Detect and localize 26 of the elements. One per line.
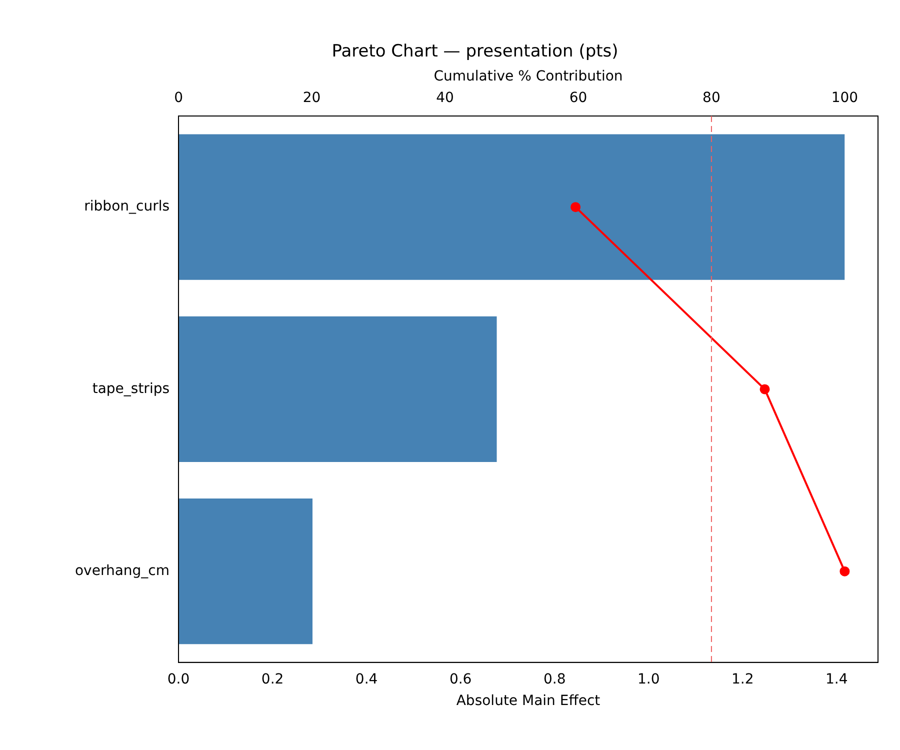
chart-title: Pareto Chart — presentation (pts) xyxy=(332,42,618,62)
bar xyxy=(178,316,497,462)
x-tick-label: 1.2 xyxy=(731,671,754,688)
x-tick-label: 0.6 xyxy=(449,671,472,688)
bar xyxy=(178,134,845,280)
x2-tick-label: 20 xyxy=(302,90,321,106)
x-tick-label: 0.0 xyxy=(167,671,190,688)
x2-tick-label: 60 xyxy=(569,90,588,106)
x-axis-title: Absolute Main Effect xyxy=(456,693,601,710)
x2-tick-label: 100 xyxy=(831,90,858,106)
y-tick-label: overhang_cm xyxy=(74,562,170,579)
x2-tick-label: 40 xyxy=(436,90,454,106)
x2-tick-label: 0 xyxy=(174,90,183,106)
x-tick-label: 1.4 xyxy=(826,671,848,688)
x2-axis-title: Cumulative % Contribution xyxy=(434,68,623,84)
x-tick-label: 0.2 xyxy=(261,671,284,688)
point xyxy=(760,384,770,394)
point xyxy=(570,202,581,212)
x-tick-label: 0.4 xyxy=(355,671,378,688)
y-tick-label: tape_strips xyxy=(92,380,170,397)
x-tick-label: 1.0 xyxy=(637,671,660,688)
x2-tick-label: 80 xyxy=(702,90,720,106)
point xyxy=(840,566,850,576)
y-tick-label: ribbon_curls xyxy=(84,198,170,215)
bar xyxy=(178,498,312,644)
x-tick-label: 0.8 xyxy=(543,671,566,688)
